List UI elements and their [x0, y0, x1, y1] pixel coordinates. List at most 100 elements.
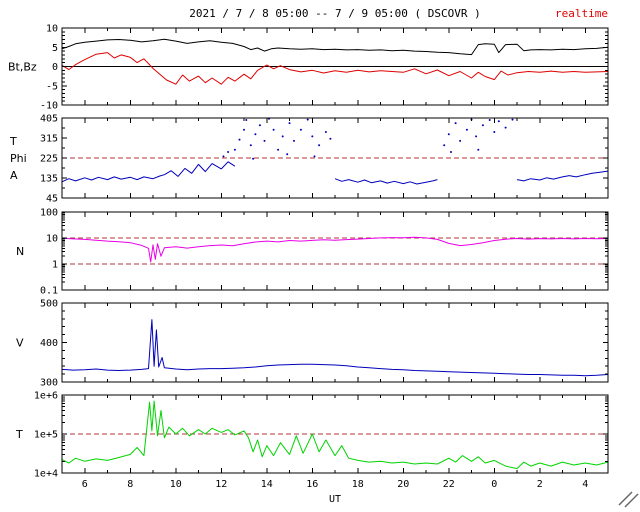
chart-title: 2021 / 7 / 8 05:00 -- 7 / 9 05:00 ( DSCO…	[189, 7, 480, 20]
panels-container: 1050-5-10Bt,Bz40531522513545TPhiA1001010…	[8, 24, 609, 490]
data-point	[443, 144, 446, 147]
y-tick-label: -10	[40, 101, 58, 112]
y-tick-label: 5	[52, 43, 58, 54]
data-point	[277, 148, 280, 151]
data-point	[454, 122, 457, 125]
x-tick-label: 2	[537, 479, 543, 490]
axis-ticks	[62, 394, 608, 474]
x-tick-label: 8	[127, 479, 133, 490]
y-tick-label: 10	[46, 234, 58, 245]
axis-ticks	[62, 302, 608, 383]
panel-caption: V	[16, 337, 24, 350]
series-T	[61, 400, 609, 470]
series-line	[61, 38, 609, 56]
axis-ticks	[62, 117, 608, 199]
y-tick-label: 0	[52, 62, 58, 73]
series-V	[61, 319, 609, 377]
data-point	[263, 139, 266, 142]
series-Phi	[61, 161, 609, 185]
series-Bt	[61, 38, 609, 56]
panel-caption: N	[16, 245, 24, 258]
x-tick-label: 12	[215, 479, 227, 490]
y-tick-label: 1	[52, 260, 58, 271]
series-Bz	[61, 52, 609, 85]
series-line	[516, 170, 609, 182]
data-point	[286, 153, 289, 156]
series-line	[334, 178, 438, 185]
y-tick-label: -5	[46, 81, 58, 92]
x-tick-label: 20	[397, 479, 409, 490]
y-tick-label: 10	[46, 24, 58, 35]
data-point	[465, 128, 468, 131]
panel-caption: T	[15, 428, 23, 441]
panel-speed: 500 400 300 V	[16, 299, 609, 389]
y-tick-label: 400	[40, 338, 58, 349]
data-point	[227, 151, 230, 153]
series-line	[61, 319, 609, 377]
y-tick-label: 405	[40, 114, 58, 125]
data-point	[245, 119, 248, 121]
data-point	[459, 139, 462, 142]
x-tick-label: 10	[170, 479, 182, 490]
y-tick-label: 500	[40, 299, 58, 310]
data-point	[313, 155, 316, 158]
y-tick-label: 1e+4	[34, 469, 58, 480]
series-line	[61, 236, 609, 263]
data-point	[288, 122, 291, 125]
data-point	[488, 119, 491, 121]
panel-phi: 405 315 225 135 45 T Phi A	[9, 114, 609, 205]
data-point	[293, 139, 295, 142]
data-point	[258, 124, 261, 127]
series-line	[61, 174, 165, 183]
panel-density: 100 10 1 0.1 N	[16, 208, 609, 297]
panel-caption: A	[10, 169, 18, 182]
series-line	[61, 52, 609, 85]
axis-ticks	[62, 211, 608, 291]
panel-caption: T	[9, 135, 17, 148]
data-point	[450, 151, 452, 153]
data-point	[272, 128, 275, 131]
x-tick-label: 14	[261, 479, 273, 490]
data-point	[497, 120, 500, 123]
data-point	[475, 135, 478, 138]
y-tick-label: 45	[46, 194, 58, 205]
y-tick-label: 225	[40, 154, 58, 165]
y-tick-label: 135	[40, 174, 58, 185]
x-tick-label: 4	[582, 479, 588, 490]
series-N	[61, 236, 609, 263]
y-tick-label: 1e+6	[34, 391, 58, 402]
corner-hatch-icon	[618, 491, 639, 508]
panel-temperature: 1e+6 1e+5 1e+4 T	[15, 391, 609, 480]
y-tick-label: 300	[40, 378, 58, 389]
data-point	[504, 126, 507, 129]
series-line	[164, 161, 236, 177]
data-point	[511, 118, 514, 121]
axis-ticks	[62, 27, 608, 106]
data-point	[324, 131, 327, 133]
data-point	[493, 131, 496, 133]
y-tick-label: 315	[40, 134, 58, 145]
y-tick-label: 100	[40, 208, 58, 219]
data-point	[477, 148, 480, 151]
realtime-badge: realtime	[555, 7, 608, 20]
data-point	[254, 133, 257, 136]
data-point	[281, 135, 284, 138]
data-point	[318, 144, 321, 147]
data-point	[311, 135, 314, 138]
series-line	[61, 400, 609, 470]
x-tick-label: 18	[352, 479, 364, 490]
data-point	[481, 124, 484, 127]
data-point	[233, 148, 236, 151]
x-tick-label: 22	[443, 479, 455, 490]
data-point	[238, 138, 241, 141]
data-point	[252, 157, 255, 160]
panel-bt-bz: 10 5 0 -5 -10 Bt,Bz	[8, 24, 609, 112]
data-point	[447, 133, 450, 136]
data-point	[249, 144, 252, 147]
data-point	[243, 128, 245, 131]
data-point	[329, 137, 332, 140]
panel-caption: Bt,Bz	[8, 61, 37, 74]
